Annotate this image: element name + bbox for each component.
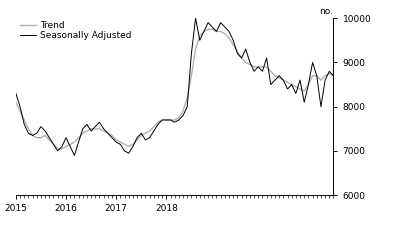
Line: Trend: Trend: [16, 29, 333, 149]
Seasonally Adjusted: [13, 92, 18, 95]
Seasonally Adjusted: [122, 150, 127, 152]
Trend: [80, 132, 85, 135]
Seasonally Adjusted: [80, 128, 85, 130]
Seasonally Adjusted: [147, 136, 152, 139]
Trend: [122, 143, 127, 146]
Trend: [13, 101, 18, 104]
Trend: [193, 48, 198, 51]
Trend: [331, 74, 336, 77]
Trend: [126, 145, 131, 148]
Trend: [147, 130, 152, 132]
Seasonally Adjusted: [193, 17, 198, 20]
Seasonally Adjusted: [72, 154, 77, 157]
Seasonally Adjusted: [126, 152, 131, 155]
Seasonally Adjusted: [197, 39, 202, 42]
Seasonally Adjusted: [331, 74, 336, 77]
Seasonally Adjusted: [156, 123, 160, 126]
Line: Seasonally Adjusted: Seasonally Adjusted: [16, 18, 333, 155]
Trend: [206, 28, 210, 31]
Trend: [156, 121, 160, 123]
Trend: [55, 147, 60, 150]
Legend: Trend, Seasonally Adjusted: Trend, Seasonally Adjusted: [19, 20, 132, 41]
Text: no.: no.: [320, 7, 333, 16]
